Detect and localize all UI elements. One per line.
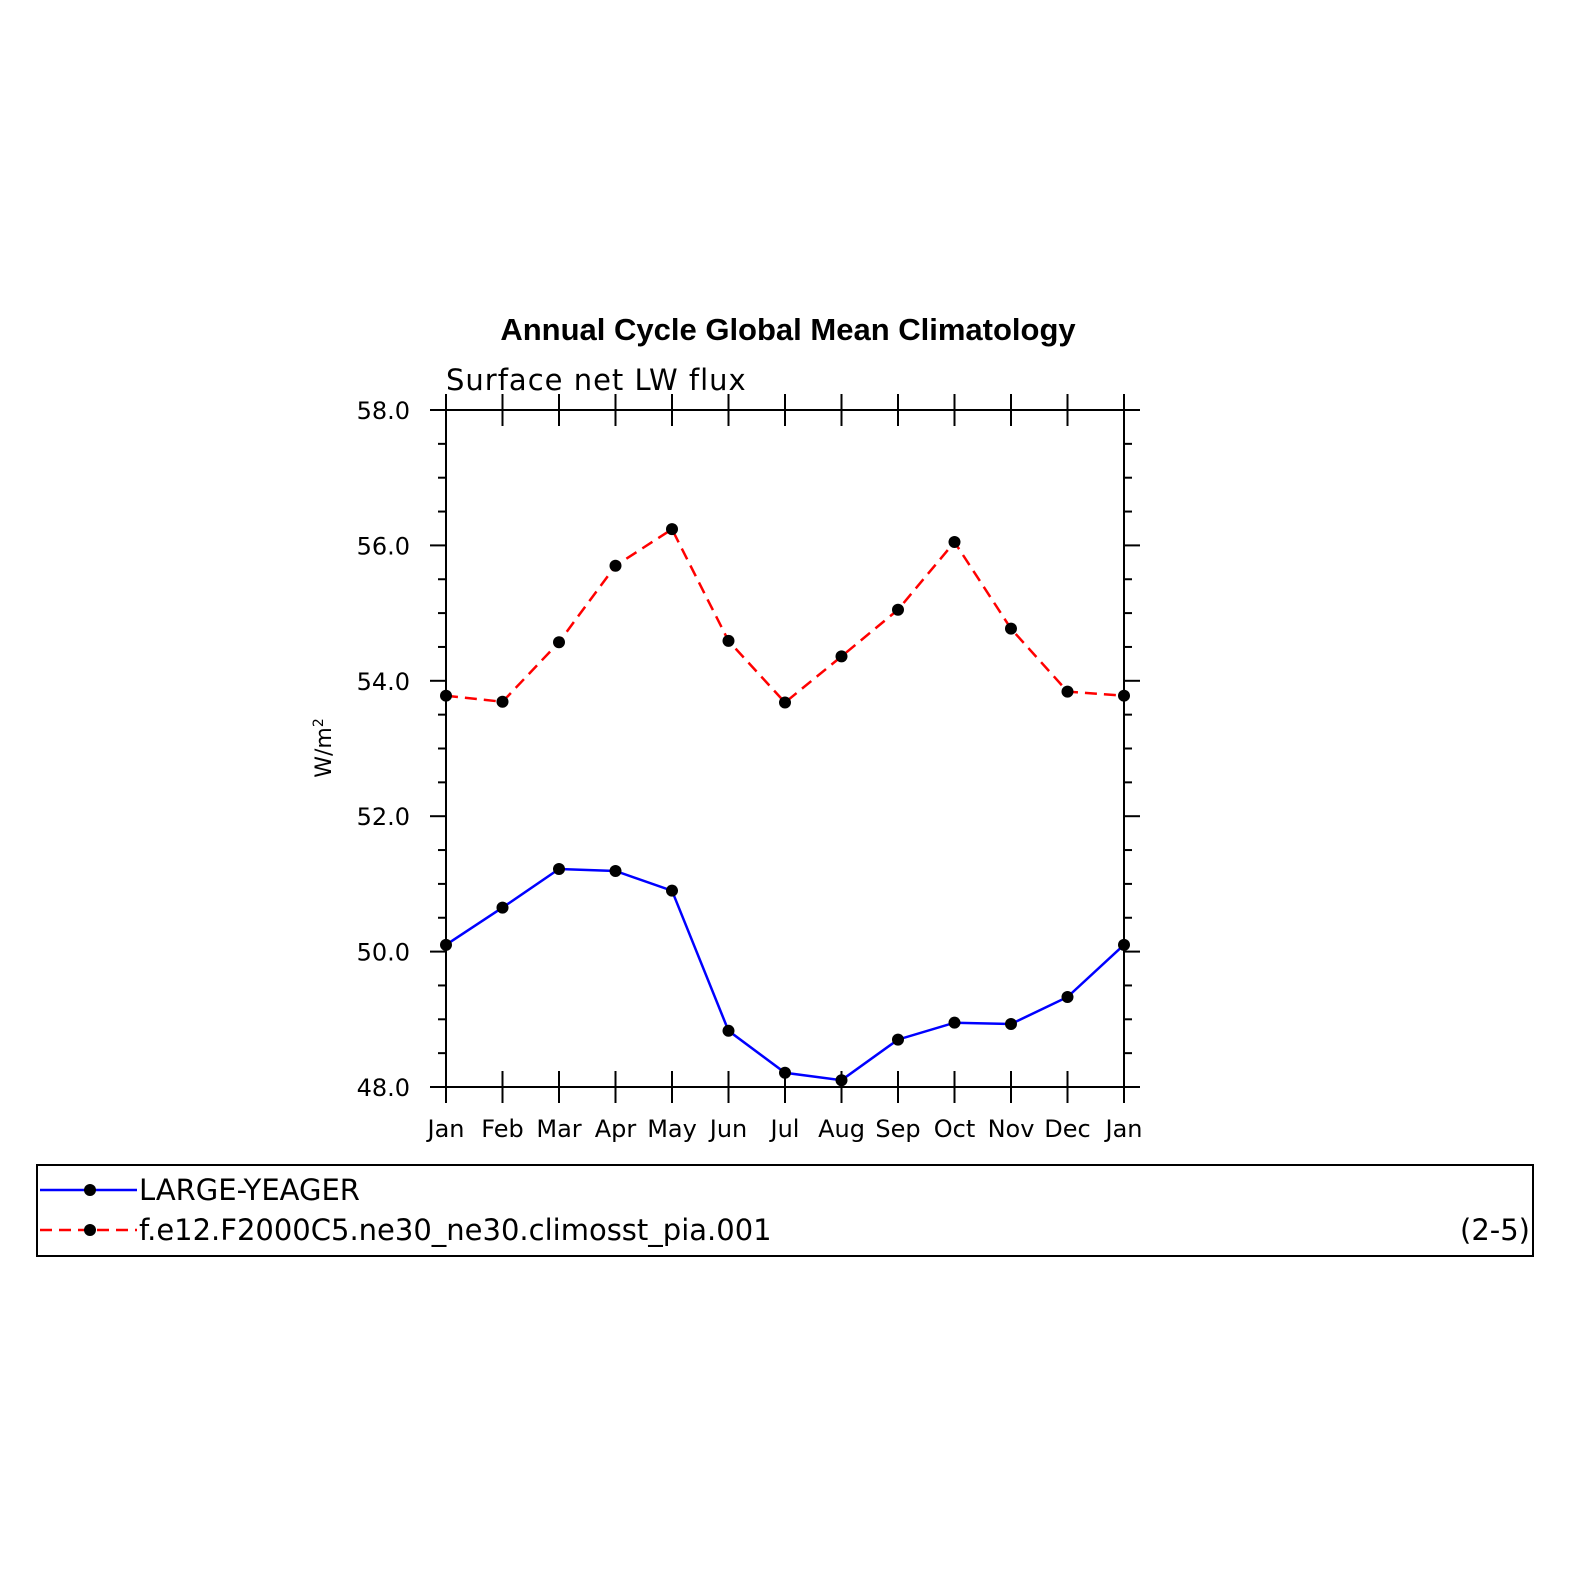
legend-label-1: LARGE-YEAGER	[139, 1173, 360, 1207]
series-2-point	[1005, 622, 1017, 635]
x-tick-label: Aug	[818, 1115, 865, 1143]
series-2-point	[666, 523, 678, 536]
legend: LARGE-YEAGER f.e12.F2000C5.ne30_ne30.clim…	[40, 1173, 772, 1247]
series-2-point	[779, 696, 791, 709]
x-tick-label: Nov	[988, 1115, 1035, 1143]
series-1-point	[666, 884, 678, 897]
chart-title: Annual Cycle Global Mean Climatology	[500, 312, 1076, 347]
series-1-point	[553, 863, 565, 876]
series-1-point	[948, 1016, 961, 1029]
x-tick-label: Mar	[536, 1115, 581, 1143]
y-tick-label: 48.0	[357, 1074, 410, 1102]
x-tick-label: Feb	[481, 1115, 524, 1143]
series-2-point	[835, 650, 848, 663]
series-2-point	[496, 695, 509, 708]
x-tick-label: Jan	[1104, 1115, 1143, 1143]
y-tick-label: 54.0	[357, 668, 410, 696]
series-1-point	[892, 1033, 904, 1046]
series-layer	[440, 523, 1130, 1087]
series-1-point	[1118, 938, 1130, 951]
series-1-point	[1061, 990, 1074, 1003]
x-tick-label: Jul	[769, 1115, 800, 1143]
panel-label: (2-5)	[1460, 1213, 1530, 1247]
legend-box	[36, 1164, 1534, 1257]
legend-marker-2	[84, 1224, 96, 1236]
series-line-2	[445, 527, 1125, 705]
series-1-point	[779, 1066, 791, 1079]
x-tick-label: Apr	[595, 1115, 637, 1143]
y-tick-label: 56.0	[357, 532, 410, 560]
y-axis-label-main: W/m	[312, 727, 337, 778]
x-tick-label: Sep	[875, 1115, 920, 1143]
y-axis-label: W/m2	[311, 718, 337, 778]
series-2-point	[440, 689, 452, 702]
series-2-point	[948, 536, 961, 549]
x-tick-label: Jun	[708, 1115, 748, 1143]
plot-frame	[445, 409, 1125, 1088]
y-axis-label-superscript: 2	[311, 718, 327, 727]
x-tick-label: Jan	[426, 1115, 465, 1143]
legend-label-2: f.e12.F2000C5.ne30_ne30.climosst_pia.001	[139, 1213, 772, 1247]
series-2-point	[1118, 689, 1130, 702]
x-tick-label: Oct	[934, 1115, 976, 1143]
y-tick-label: 50.0	[357, 939, 410, 967]
series-line-1	[445, 867, 1125, 1082]
chart-subtitle: Surface net LW flux	[446, 363, 747, 397]
series-2-point	[1061, 685, 1074, 698]
y-tick-label: 52.0	[357, 803, 410, 831]
series-2-point	[553, 636, 565, 649]
axes: 48.0 50.0 52.0 54.0 56.0 58.0 Jan Feb Mar Apr May J…	[357, 394, 1143, 1143]
series-1-point	[440, 938, 452, 951]
series-1-point	[496, 901, 509, 914]
series-1-point	[722, 1024, 735, 1037]
series-2-point	[722, 634, 735, 647]
series-2-point	[892, 603, 904, 616]
y-tick-label: 58.0	[357, 397, 410, 425]
series-2-point	[609, 559, 622, 572]
series-1-point	[609, 865, 622, 878]
x-tick-label: Dec	[1044, 1115, 1090, 1143]
x-tick-label: May	[647, 1115, 697, 1143]
series-1-point	[835, 1074, 848, 1087]
series-1-point	[1005, 1018, 1017, 1031]
legend-marker-1	[84, 1184, 96, 1196]
